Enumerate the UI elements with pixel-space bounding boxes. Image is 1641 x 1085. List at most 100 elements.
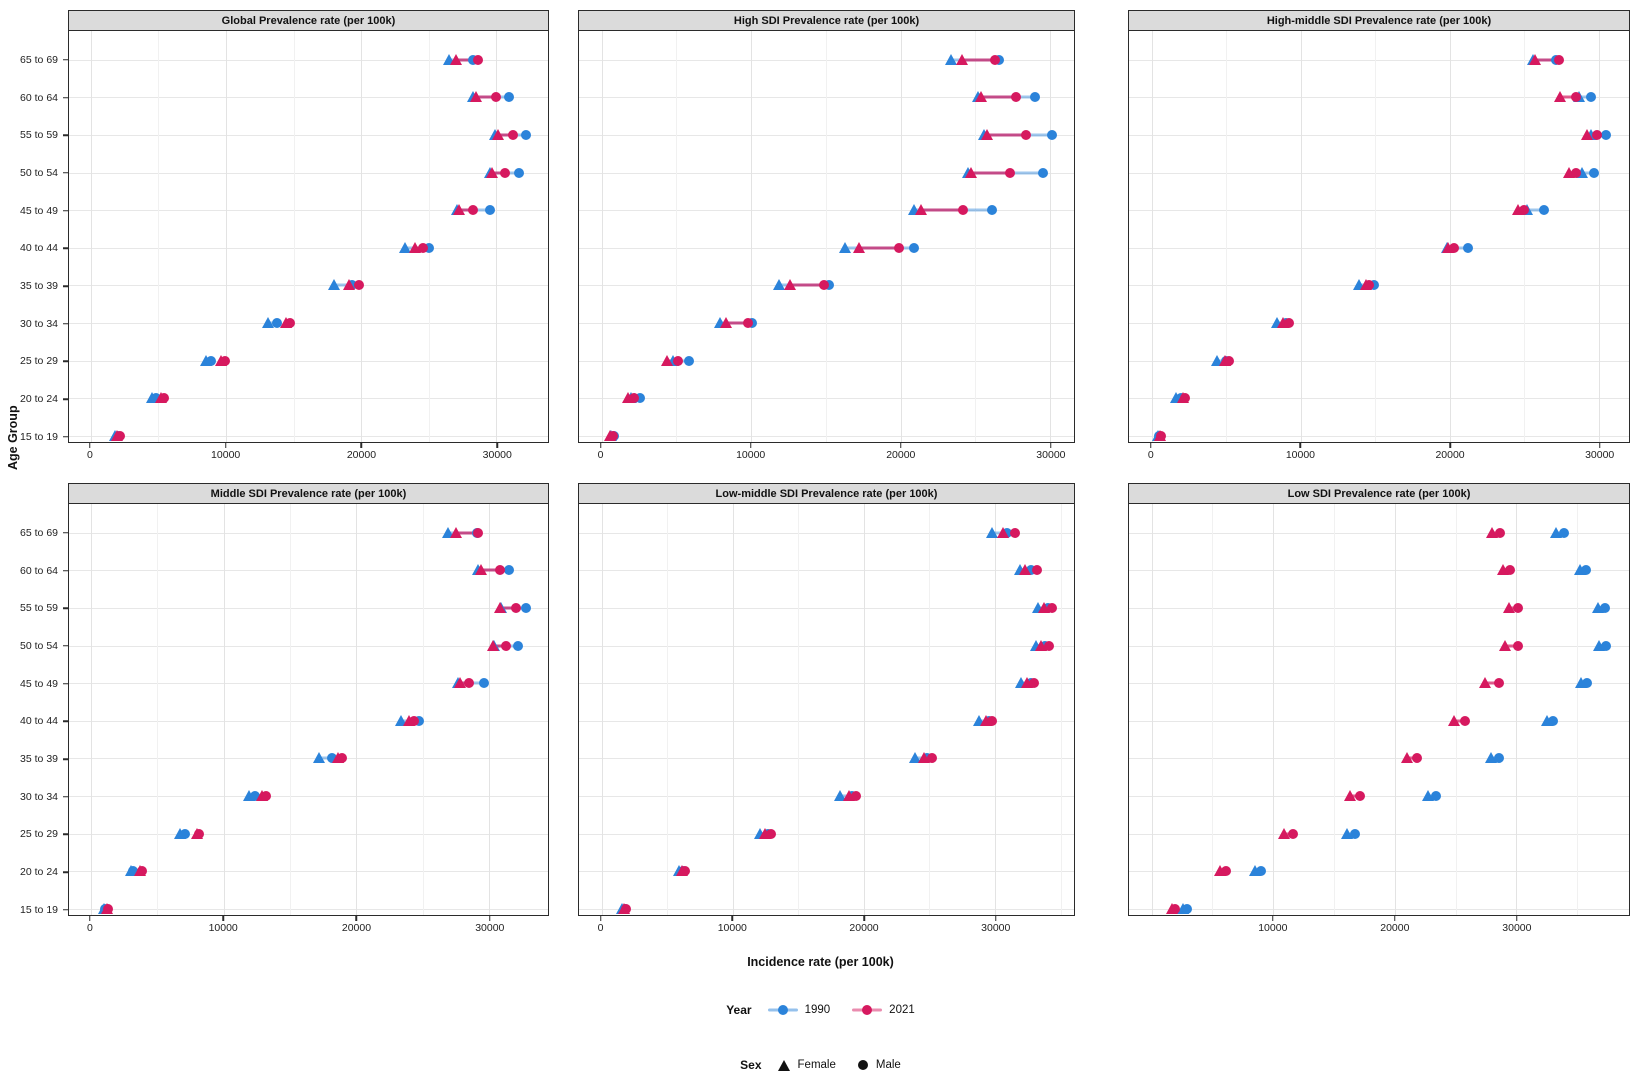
gridline [1375, 31, 1377, 442]
point-male-1990 [206, 355, 217, 366]
point-male-2021 [284, 318, 295, 328]
point-male-2021 [765, 828, 776, 839]
point-male-2021 [1010, 92, 1021, 103]
y-axis-label: 65 to 69 [20, 526, 58, 539]
point-male-1990 [1538, 205, 1549, 216]
point-female-1990 [199, 354, 212, 366]
gridline [1151, 504, 1153, 915]
point-female-2021 [852, 241, 865, 253]
facet-panel-4: Middle SDI Prevalence rate (per 100k) 0 10… [68, 483, 549, 934]
point-female-2021 [1278, 827, 1291, 839]
x-tick-label: 0 [597, 922, 604, 934]
connector-2021 [1505, 644, 1518, 648]
legend-sex-title: Sex [740, 1058, 762, 1072]
y-tick-mark [63, 134, 68, 136]
point-male-2021 [464, 678, 475, 689]
gridline [1524, 31, 1526, 442]
gridline [1516, 504, 1518, 915]
gridline [798, 504, 800, 915]
gridline [732, 504, 734, 915]
point-female-2021 [955, 53, 968, 65]
legend-item-1990: 1990 [767, 1003, 831, 1017]
point-female-2021 [1528, 53, 1541, 65]
gridline [496, 31, 498, 442]
point-female-1990 [986, 526, 999, 538]
point-male-2021 [680, 866, 691, 877]
legend-item-male: Male [857, 1059, 901, 1071]
x-tick-label: 20000 [341, 922, 372, 934]
point-female-2021 [470, 91, 483, 103]
point-female-1990 [1169, 392, 1182, 404]
point-male-2021 [819, 280, 830, 291]
point-male-2021 [494, 565, 505, 576]
point-male-2021 [894, 242, 904, 253]
point-male-2021 [1449, 242, 1460, 253]
x-tick-label: 30000 [482, 449, 512, 461]
point-female-2021 [486, 166, 499, 178]
gridline [579, 645, 1074, 647]
female-triangle-key-icon [777, 1059, 790, 1071]
x-tick-mark [731, 916, 734, 921]
x-tick-mark [360, 443, 363, 448]
point-male-2021 [987, 715, 998, 726]
point-male-1990 [503, 92, 514, 103]
connector-2021 [492, 171, 505, 175]
facet-title: High SDI Prevalence rate (per 100k) [578, 10, 1075, 31]
gridline [1129, 871, 1629, 873]
gridline [1129, 607, 1629, 609]
legend-sex: Sex Female Male [0, 1054, 1641, 1076]
gridline [579, 720, 1074, 722]
y-tick-mark [63, 285, 68, 287]
x-tick-mark [355, 916, 358, 921]
point-female-1990 [1576, 166, 1589, 178]
facet-plot [578, 31, 1075, 443]
gridline [69, 908, 548, 910]
gridline [1129, 97, 1629, 99]
point-male-2021 [1180, 393, 1191, 404]
point-female-1990 [1210, 354, 1223, 366]
point-male-1990 [1349, 828, 1360, 839]
point-male-2021 [510, 602, 521, 613]
gridline [1129, 532, 1629, 534]
point-male-1990 [1600, 602, 1611, 613]
gridline [69, 97, 548, 99]
gridline [1273, 504, 1275, 915]
x-tick-label: 20000 [346, 449, 377, 461]
gridline [1151, 31, 1153, 442]
x-axis: 0 10000 20000 30000 [1128, 443, 1630, 465]
point-male-1990 [1462, 242, 1473, 253]
y-tick-mark [63, 795, 68, 798]
x-tick-mark [599, 443, 602, 448]
point-female-1990 [945, 53, 958, 65]
point-male-1990 [1586, 92, 1597, 103]
point-male-2021 [219, 355, 230, 366]
y-tick-mark [63, 645, 68, 647]
legend-item-male-label: Male [875, 1059, 901, 1071]
point-female-2021 [1479, 677, 1492, 689]
y-axis-label: 65 to 69 [20, 53, 58, 66]
gridline [579, 532, 1074, 534]
x-tick-mark [995, 916, 997, 921]
point-female-2021 [918, 752, 931, 764]
x-tick-mark [496, 443, 498, 448]
y-tick-mark [63, 360, 68, 363]
legend-item-1990-label: 1990 [804, 1004, 831, 1016]
point-female-1990 [973, 714, 986, 726]
point-male-2021 [743, 318, 753, 328]
point-female-2021 [996, 526, 1009, 538]
gridline [1226, 31, 1228, 442]
point-female-2021 [1512, 204, 1525, 216]
point-female-2021 [491, 128, 504, 140]
x-tick-label: 10000 [208, 922, 238, 934]
point-female-2021 [759, 827, 772, 839]
y-axis-label: 15 to 19 [20, 903, 58, 916]
connector-2021 [455, 531, 479, 535]
point-male-1990 [1601, 640, 1612, 651]
y-axis-label: 20 to 24 [20, 393, 58, 406]
x-tick-mark [222, 916, 224, 921]
point-male-2021 [158, 393, 169, 404]
gridline [601, 504, 603, 915]
point-male-2021 [1364, 280, 1375, 291]
y-axis-label: 60 to 64 [20, 564, 58, 577]
gridline [579, 570, 1074, 572]
